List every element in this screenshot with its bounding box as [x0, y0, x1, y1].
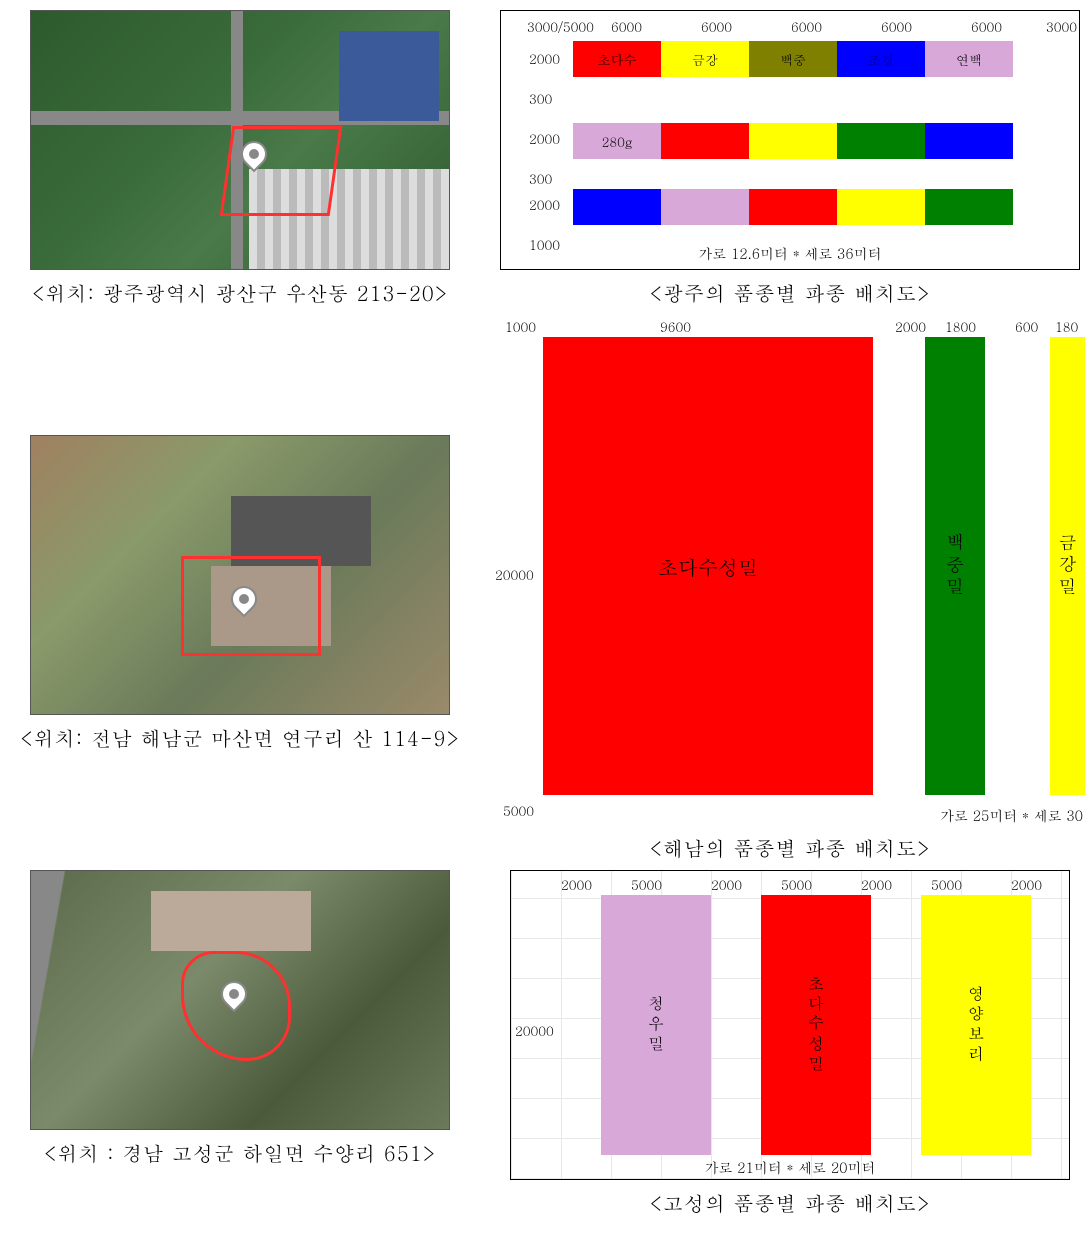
chart1-row2-seg-1	[661, 123, 749, 159]
sat1-building	[339, 31, 439, 121]
chart2-top-num-2: 2000	[895, 317, 926, 336]
cell-sat2: <위치: 전남 해남군 마산면 연구리 산 114-9>	[10, 315, 470, 752]
gwangju-layout-chart: 3000/5000 6000 6000 6000 6000 6000 3000 초다수금강백중…	[500, 10, 1080, 270]
sat1-plot-outline	[220, 126, 343, 216]
chart3-block-1: 초다수성밀	[761, 895, 871, 1155]
chart2-top-num-0: 1000	[505, 317, 536, 336]
chart3-top-num-4: 2000	[861, 875, 892, 894]
cell-chart1: 3000/5000 6000 6000 6000 6000 6000 3000 초다수금강백중…	[490, 10, 1090, 307]
chart2-block-1: 백중밀	[925, 337, 985, 795]
chart1-left-num-1: 300	[529, 89, 552, 108]
chart1-left-num-4: 2000	[529, 195, 560, 214]
chart1-row2-seg-3	[837, 123, 925, 159]
chart1-row1-seg-1: 금강	[661, 41, 749, 77]
chart3-top-num-0: 2000	[561, 875, 592, 894]
sat3-village	[151, 891, 311, 951]
caption-sat3: <위치 : 경남 고성군 하일면 수양리 651>	[44, 1138, 436, 1167]
haenam-layout-chart: 1000 9600 2000 1800 600 180 20000 5000 초다수성밀 백중밀 금…	[495, 315, 1085, 825]
chart1-left-num-2: 2000	[529, 129, 560, 148]
cell-chart2: 1000 9600 2000 1800 600 180 20000 5000 초다수성밀 백중밀 금…	[490, 315, 1090, 862]
caption-chart1: <광주의 품종별 파종 배치도>	[650, 278, 931, 307]
chart3-top-num-2: 2000	[711, 875, 742, 894]
map-pin-icon	[236, 136, 273, 173]
chart2-block-2: 금강밀	[1050, 337, 1085, 795]
chart3-top-num-3: 5000	[781, 875, 812, 894]
chart3-footnote: 가로 21미터 * 세로 20미터	[511, 1157, 1069, 1177]
chart1-top-num-2: 6000	[701, 17, 732, 36]
chart1-row3-seg-0	[573, 189, 661, 225]
chart2-top-num-1: 9600	[660, 317, 691, 336]
chart3-block-0: 청우밀	[601, 895, 711, 1155]
satellite-image-1	[30, 10, 450, 270]
chart1-top-num-4: 6000	[881, 17, 912, 36]
chart2-block-0: 초다수성밀	[543, 337, 873, 795]
chart2-footnote: 가로 25미터 * 세로 30	[940, 805, 1083, 825]
sat3-marker	[221, 981, 247, 1007]
satellite-image-3	[30, 870, 450, 1130]
chart1-row3-seg-4	[925, 189, 1013, 225]
sat1-marker	[241, 141, 267, 167]
chart1-top-num-0: 3000/5000	[527, 17, 594, 36]
chart3-top-num-6: 2000	[1011, 875, 1042, 894]
chart3-top-num-5: 5000	[931, 875, 962, 894]
cell-sat3: <위치 : 경남 고성군 하일면 수양리 651>	[10, 870, 470, 1167]
cell-sat1: <위치: 광주광역시 광산구 우산동 213-20>	[10, 10, 470, 307]
chart1-top-num-1: 6000	[611, 17, 642, 36]
chart1-left-num-3: 300	[529, 169, 552, 188]
chart1-row1-seg-4: 연백	[925, 41, 1013, 77]
satellite-image-2	[30, 435, 450, 715]
chart1-row2-seg-2	[749, 123, 837, 159]
chart3-left-num: 20000	[515, 1021, 554, 1040]
chart1-row3-seg-1	[661, 189, 749, 225]
chart2-top-num-4: 600	[1015, 317, 1038, 336]
chart1-top-num-6: 3000	[1046, 17, 1077, 36]
caption-sat2: <위치: 전남 해남군 마산면 연구리 산 114-9>	[20, 723, 460, 752]
chart1-row3-seg-2	[749, 189, 837, 225]
chart3-block-2: 영양보리	[921, 895, 1031, 1155]
chart2-left-num: 20000	[495, 565, 534, 584]
chart1-top-num-5: 6000	[971, 17, 1002, 36]
map-pin-icon	[226, 581, 263, 618]
chart2-bottom-left-num: 5000	[503, 801, 534, 820]
chart3-top-num-1: 5000	[631, 875, 662, 894]
chart1-row1-seg-2: 백중	[749, 41, 837, 77]
chart1-row2-seg-4	[925, 123, 1013, 159]
cell-chart3: 2000 5000 2000 5000 2000 5000 2000 20000 청우밀 초다수성…	[490, 870, 1090, 1217]
chart1-footnote: 가로 12.6미터 * 세로 36미터	[501, 243, 1079, 263]
chart1-top-num-3: 6000	[791, 17, 822, 36]
map-pin-icon	[216, 976, 253, 1013]
chart1-row1-seg-3: 조경	[837, 41, 925, 77]
chart2-top-num-3: 1800	[945, 317, 976, 336]
chart1-left-num-0: 2000	[529, 49, 560, 68]
caption-chart3: <고성의 품종별 파종 배치도>	[650, 1188, 931, 1217]
sat3-road	[31, 871, 151, 1130]
sat2-marker	[231, 586, 257, 612]
caption-chart2: <해남의 품종별 파종 배치도>	[650, 833, 931, 862]
chart1-row1-seg-0: 초다수	[573, 41, 661, 77]
chart1-row2-seg-0: 280g	[573, 123, 661, 159]
caption-sat1: <위치: 광주광역시 광산구 우산동 213-20>	[32, 278, 448, 307]
goseong-layout-chart: 2000 5000 2000 5000 2000 5000 2000 20000 청우밀 초다수성…	[510, 870, 1070, 1180]
page-grid: <위치: 광주광역시 광산구 우산동 213-20> 3000/5000 6000…	[10, 10, 1081, 1217]
chart2-top-num-5: 180	[1055, 317, 1078, 336]
chart1-row3-seg-3	[837, 189, 925, 225]
